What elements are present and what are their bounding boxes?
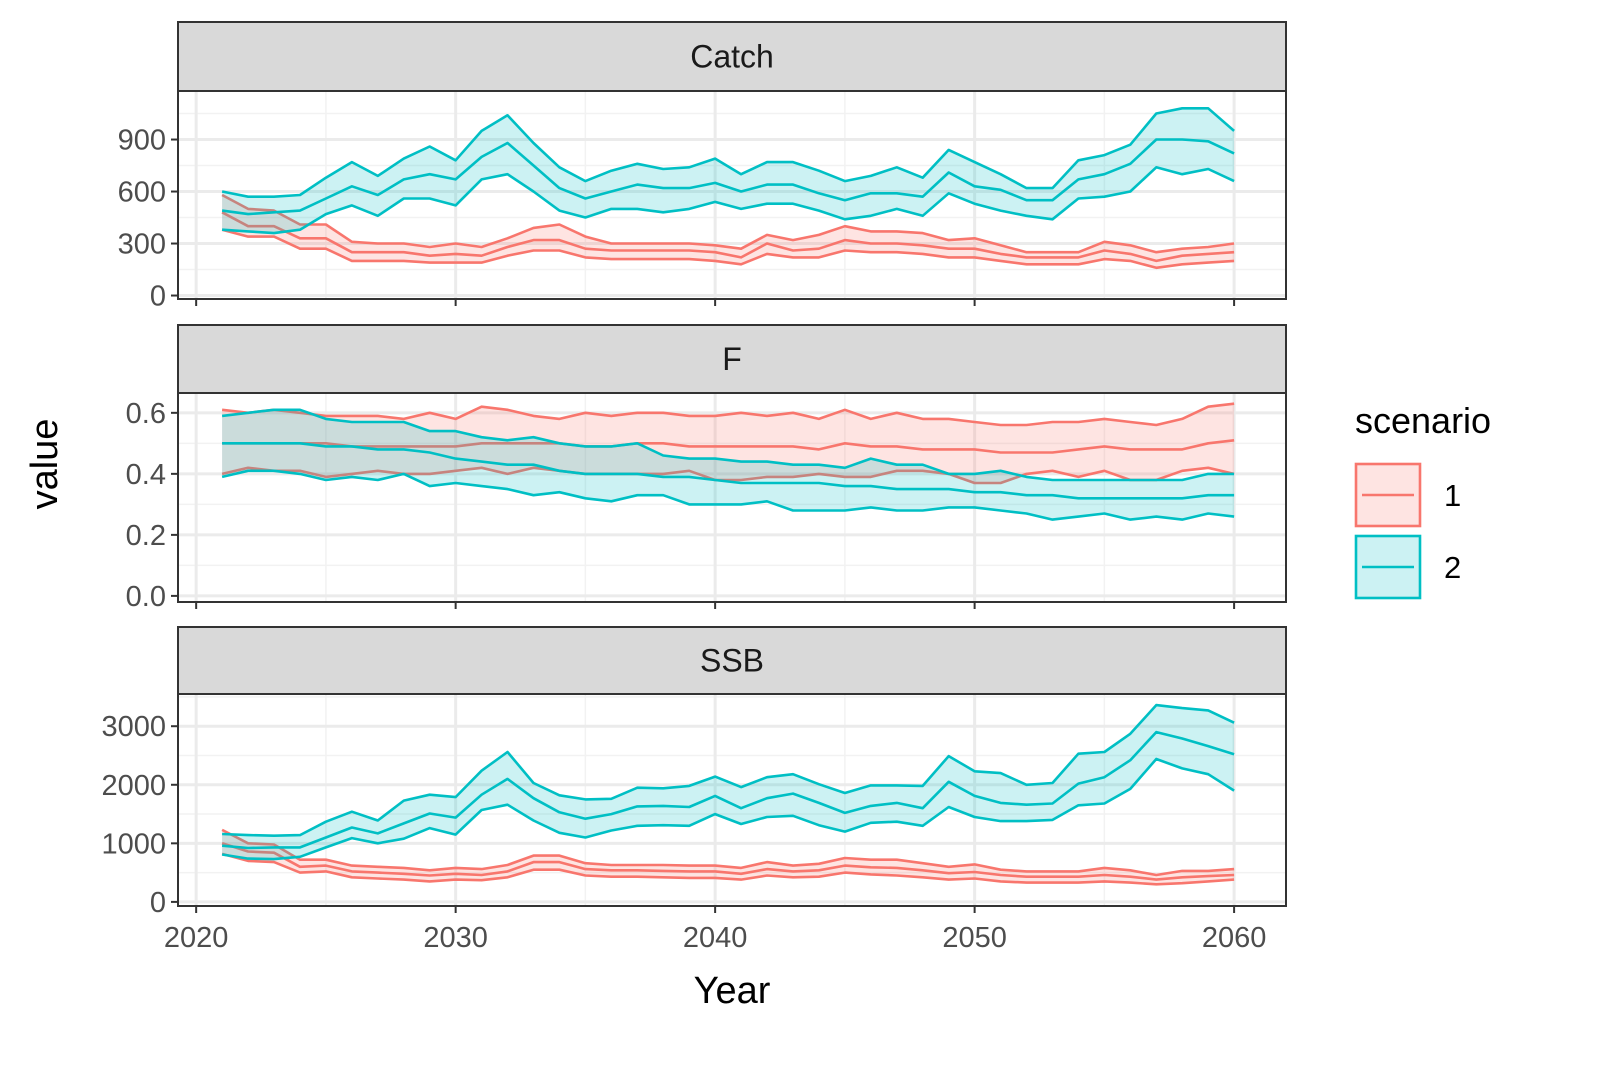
panel-ssb: SSB 0 1000 2000 3000 2020 2030 2040 2050 2060 <box>101 626 1287 954</box>
y-tick-label: 0.0 <box>126 581 166 613</box>
upper-line-series-2 <box>222 703 1235 838</box>
x-tick-label: 2020 <box>164 922 229 954</box>
panel-f: F 0.0 0.2 0.4 0.6 <box>126 324 1287 613</box>
median-line-series-2 <box>221 138 1235 216</box>
strip-label: Catch <box>690 39 774 75</box>
y-tick-label: 3000 <box>101 711 166 743</box>
y-tick-label: 0 <box>150 887 166 919</box>
series-2 <box>221 703 1235 861</box>
upper-line-series-1 <box>221 193 1235 254</box>
y-tick-label: 600 <box>118 177 166 209</box>
y-tick-label: 1000 <box>101 828 166 860</box>
lower-line-series-1 <box>221 228 1235 270</box>
lower-line-series-2 <box>222 166 1235 235</box>
upper-line-series-2 <box>221 408 1235 482</box>
x-axis-title: Year <box>694 970 771 1012</box>
median-line-series-1 <box>221 211 1235 263</box>
panel-border <box>177 392 1287 603</box>
y-tick-label: 0 <box>150 281 166 313</box>
series-2 <box>221 408 1235 521</box>
lower-line-series-2 <box>221 757 1235 861</box>
x-tick-label: 2030 <box>423 922 488 954</box>
lower-line-series-1 <box>221 466 1235 485</box>
lower-line-series-1 <box>221 852 1235 886</box>
y-tick-label: 0.4 <box>126 459 166 491</box>
median-line-series-2 <box>221 730 1235 850</box>
upper-line-series-1 <box>221 828 1235 877</box>
series-1 <box>221 828 1235 886</box>
y-tick-label: 0.2 <box>126 520 166 552</box>
panel-border <box>177 693 1287 907</box>
legend-label: 2 <box>1444 550 1461 585</box>
y-tick-label: 0.6 <box>126 398 166 430</box>
series-1 <box>221 193 1235 270</box>
median-line-series-1 <box>221 842 1235 881</box>
series-2 <box>221 107 1235 235</box>
panel-catch: Catch 0 300 600 900 <box>118 21 1287 313</box>
lower-line-series-2 <box>221 469 1235 521</box>
y-axis-title: value <box>24 419 66 510</box>
y-tick-label: 2000 <box>101 770 166 802</box>
strip-label: SSB <box>700 643 764 679</box>
upper-line-series-1 <box>221 402 1235 427</box>
legend-label: 1 <box>1444 478 1461 513</box>
median-line-series-1 <box>222 439 1235 454</box>
strip-background <box>177 626 1287 695</box>
x-tick-label: 2040 <box>683 922 748 954</box>
legend-key-1: 1 <box>1354 462 1461 528</box>
y-tick-label: 900 <box>118 125 166 157</box>
y-tick-label: 300 <box>118 229 166 261</box>
median-line-series-2 <box>222 441 1235 500</box>
legend: scenario 1 2 <box>1354 400 1491 600</box>
ribbon-series-1 <box>222 829 1235 885</box>
legend-key-2: 2 <box>1354 534 1461 600</box>
strip-background <box>177 21 1287 92</box>
panel-border <box>177 90 1287 300</box>
series-1 <box>221 402 1235 485</box>
upper-line-series-2 <box>221 107 1235 198</box>
x-tick-label: 2050 <box>942 922 1007 954</box>
legend-title: scenario <box>1355 400 1491 441</box>
x-tick-label: 2060 <box>1202 922 1267 954</box>
strip-label: F <box>722 341 742 377</box>
strip-background <box>177 324 1287 394</box>
